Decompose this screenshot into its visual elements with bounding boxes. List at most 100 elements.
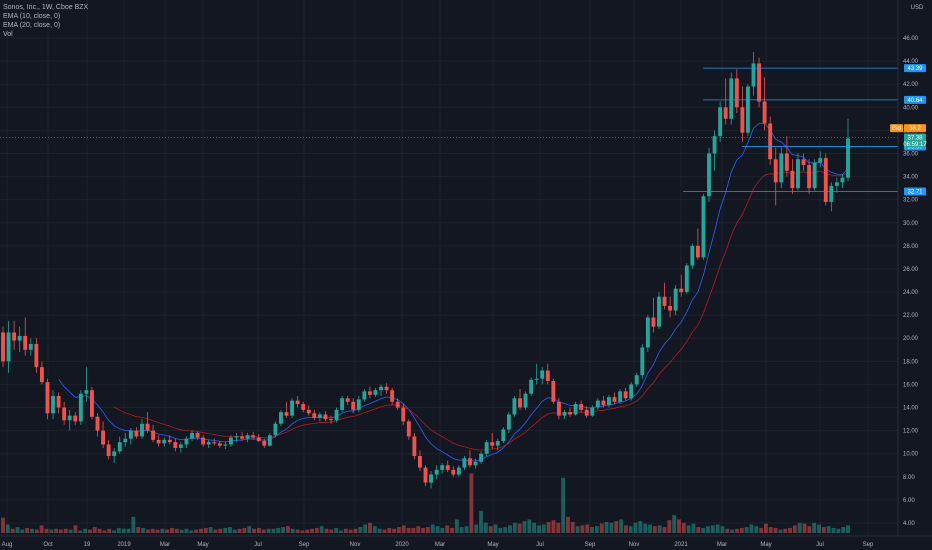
candle-body: [317, 414, 322, 418]
horizontal-levels[interactable]: [0, 67, 898, 192]
volume-bar: [68, 529, 73, 533]
candle-body: [367, 391, 372, 395]
candle-body: [812, 162, 817, 189]
x-tick-label: 2021: [674, 542, 688, 548]
volume-bar: [34, 529, 39, 533]
candle-body: [95, 416, 100, 431]
candle-body: [178, 444, 183, 448]
candle-body: [362, 391, 367, 400]
y-tick-label: 26.00: [903, 267, 919, 273]
candle-body: [673, 288, 678, 311]
volume-bar: [488, 526, 493, 533]
volume-bar: [305, 529, 310, 533]
y-tick-label: 28.00: [903, 244, 919, 250]
volume-bar: [594, 526, 599, 533]
y-tick-label: 32.00: [903, 198, 919, 204]
volume-bar: [20, 529, 25, 533]
volume-bar: [493, 524, 498, 533]
candle-body: [751, 63, 756, 87]
legend-ema-10[interactable]: EMA (10, close, 0): [3, 13, 61, 20]
volume-bar: [237, 528, 242, 533]
candle-body: [712, 136, 717, 154]
volume-bar: [116, 527, 121, 533]
volume-bar: [310, 528, 314, 533]
volume-bar: [411, 527, 416, 533]
level-badge-label: 43.39: [907, 66, 923, 72]
y-tick-label: 20.00: [903, 336, 919, 342]
volume-bar: [145, 529, 150, 533]
volume-bar: [440, 527, 445, 533]
candle-body: [468, 458, 472, 466]
volume-bar: [155, 529, 160, 533]
y-tick-label: 36.00: [903, 151, 919, 157]
volume-bar: [623, 525, 628, 533]
volume-bar: [686, 525, 691, 533]
candle-body: [695, 245, 700, 258]
candle-body: [390, 390, 395, 402]
volume-bar: [633, 522, 638, 533]
candle-body: [90, 390, 94, 417]
candle-body: [323, 414, 328, 420]
bid-price-label: 38.2: [909, 126, 921, 132]
volume-bar: [773, 527, 778, 533]
candle-body: [184, 438, 189, 445]
candle-body: [312, 413, 317, 418]
x-tick-label: Mar: [717, 542, 727, 548]
volume-bar: [382, 529, 387, 533]
volume-bar: [92, 527, 97, 533]
y-tick-label: 24.00: [903, 290, 919, 296]
legend-symbol[interactable]: Sonos, Inc., 1W, Cboe BZX: [3, 4, 89, 11]
volume-bar: [368, 522, 372, 533]
volume-bar: [406, 527, 411, 533]
legend-ema-20[interactable]: EMA (20, close, 0): [3, 22, 61, 29]
candle-body: [523, 393, 528, 408]
candle-body: [479, 453, 484, 462]
volume-bar: [430, 524, 435, 533]
y-tick-label: 42.00: [903, 82, 919, 88]
candle-body: [167, 439, 172, 443]
level-badge-label: 32.71: [907, 189, 923, 195]
candle-body: [401, 407, 406, 422]
candle-body: [429, 474, 434, 483]
candle-body: [128, 430, 133, 439]
x-tick-label: Jul: [254, 542, 262, 548]
candle-body: [195, 432, 200, 438]
volume-bar: [397, 527, 401, 533]
volume-bar: [701, 527, 706, 533]
x-tick-label: Sep: [299, 542, 310, 548]
candle-body: [540, 370, 545, 379]
candle-body: [395, 401, 400, 408]
candle-body: [384, 386, 389, 391]
volume-bar: [759, 527, 764, 533]
candle-body: [562, 412, 567, 416]
volume-bar: [179, 529, 184, 533]
candle-body: [773, 159, 778, 183]
candle-body: [379, 386, 383, 391]
volume-bar: [580, 525, 585, 533]
volume-bar: [324, 528, 329, 533]
candle-body: [506, 414, 511, 430]
volume-bar: [508, 525, 512, 533]
candle-body: [28, 344, 33, 350]
candle-body: [84, 390, 89, 394]
time-axis-bg: [0, 536, 932, 550]
volume-bar: [638, 521, 643, 533]
candle-body: [262, 441, 267, 446]
candle-body: [757, 63, 761, 102]
legend-volume[interactable]: Vol: [3, 31, 13, 38]
candle-body: [501, 429, 506, 442]
y-tick-label: 4.00: [903, 521, 915, 527]
volume-bar: [459, 527, 464, 533]
volume-bar: [445, 525, 450, 533]
candle-body: [734, 78, 739, 108]
volume-bar: [561, 477, 566, 533]
volume-bar: [725, 528, 730, 533]
volume-bar: [387, 527, 392, 533]
volume-bar: [141, 527, 145, 533]
volume-bar: [377, 528, 382, 533]
time-axis[interactable]: Aug Oct 19 2019 Mar May Jul Sep Nov 2020 Mar May Jul…: [2, 542, 874, 548]
candle-body: [629, 384, 634, 399]
volume-bar: [763, 523, 768, 533]
